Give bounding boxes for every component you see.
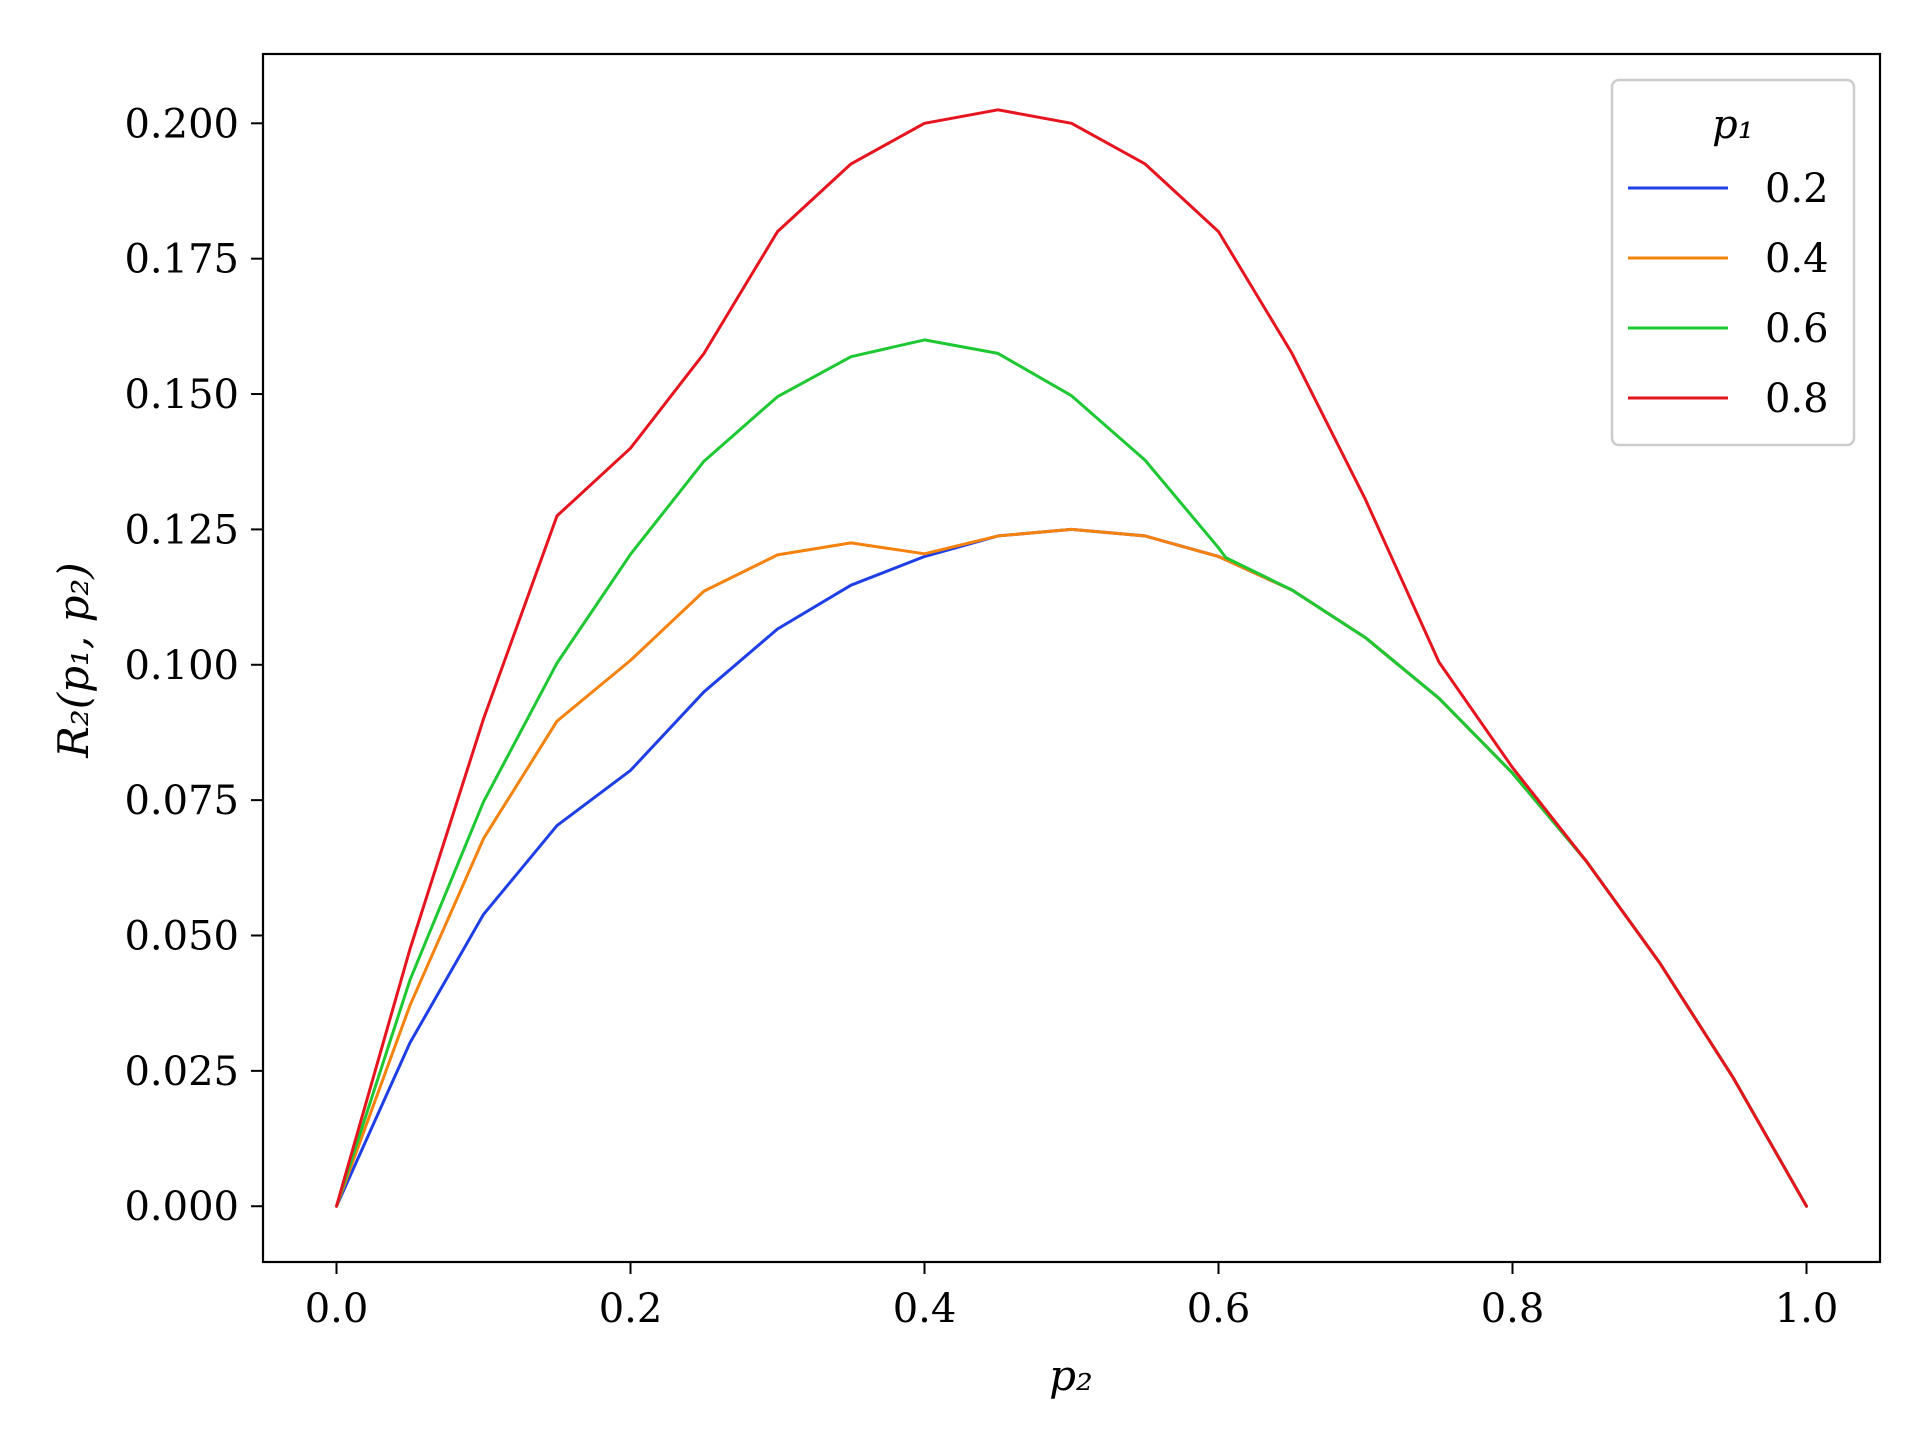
x-tick-label: 0.6 <box>1187 1286 1251 1332</box>
series-line-4 <box>335 108 1808 1208</box>
legend-label: 0.2 <box>1765 166 1829 212</box>
series-layer <box>335 108 1808 1208</box>
y-tick-label: 0.000 <box>124 1184 239 1230</box>
y-tick-label: 0.125 <box>124 507 239 553</box>
y-tick-label: 0.200 <box>124 101 239 147</box>
x-tick-label: 1.0 <box>1775 1286 1839 1332</box>
legend-box <box>1610 78 1856 447</box>
y-tick-label: 0.100 <box>124 643 239 689</box>
legend-label: 0.8 <box>1765 376 1829 422</box>
plot-background <box>263 54 1880 1262</box>
y-tick-label: 0.050 <box>124 913 239 959</box>
y-tick-label: 0.175 <box>124 237 239 283</box>
legend-title: p₁ <box>1712 102 1754 148</box>
legend-label: 0.4 <box>1765 236 1829 282</box>
x-tick-label: 0.2 <box>599 1286 663 1332</box>
x-tick-label: 0.8 <box>1481 1286 1545 1332</box>
legend-entries: 0.2 0.4 0.6 0.8 <box>1628 166 1829 422</box>
y-tick-label: 0.025 <box>124 1049 239 1095</box>
y-axis-label: R₂(p₁, p₂) <box>49 562 98 758</box>
x-axis-ticks: 0.0 0.2 0.4 0.6 0.8 1.0 <box>305 1262 1839 1332</box>
x-tick-label: 0.4 <box>893 1286 957 1332</box>
x-axis-label: p₂ <box>1049 1351 1093 1400</box>
legend-label: 0.6 <box>1765 306 1829 352</box>
x-tick-label: 0.0 <box>305 1286 369 1332</box>
y-tick-label: 0.150 <box>124 372 239 418</box>
plot-frame <box>261 52 1882 1264</box>
legend: p₁ 0.2 0.4 0.6 0.8 <box>1610 78 1856 447</box>
y-tick-label: 0.075 <box>124 778 239 824</box>
y-axis-ticks: 0.000 0.025 0.050 0.075 0.100 0.125 0.150 0.175… <box>124 101 263 1230</box>
series-line-3 <box>335 338 1808 1208</box>
